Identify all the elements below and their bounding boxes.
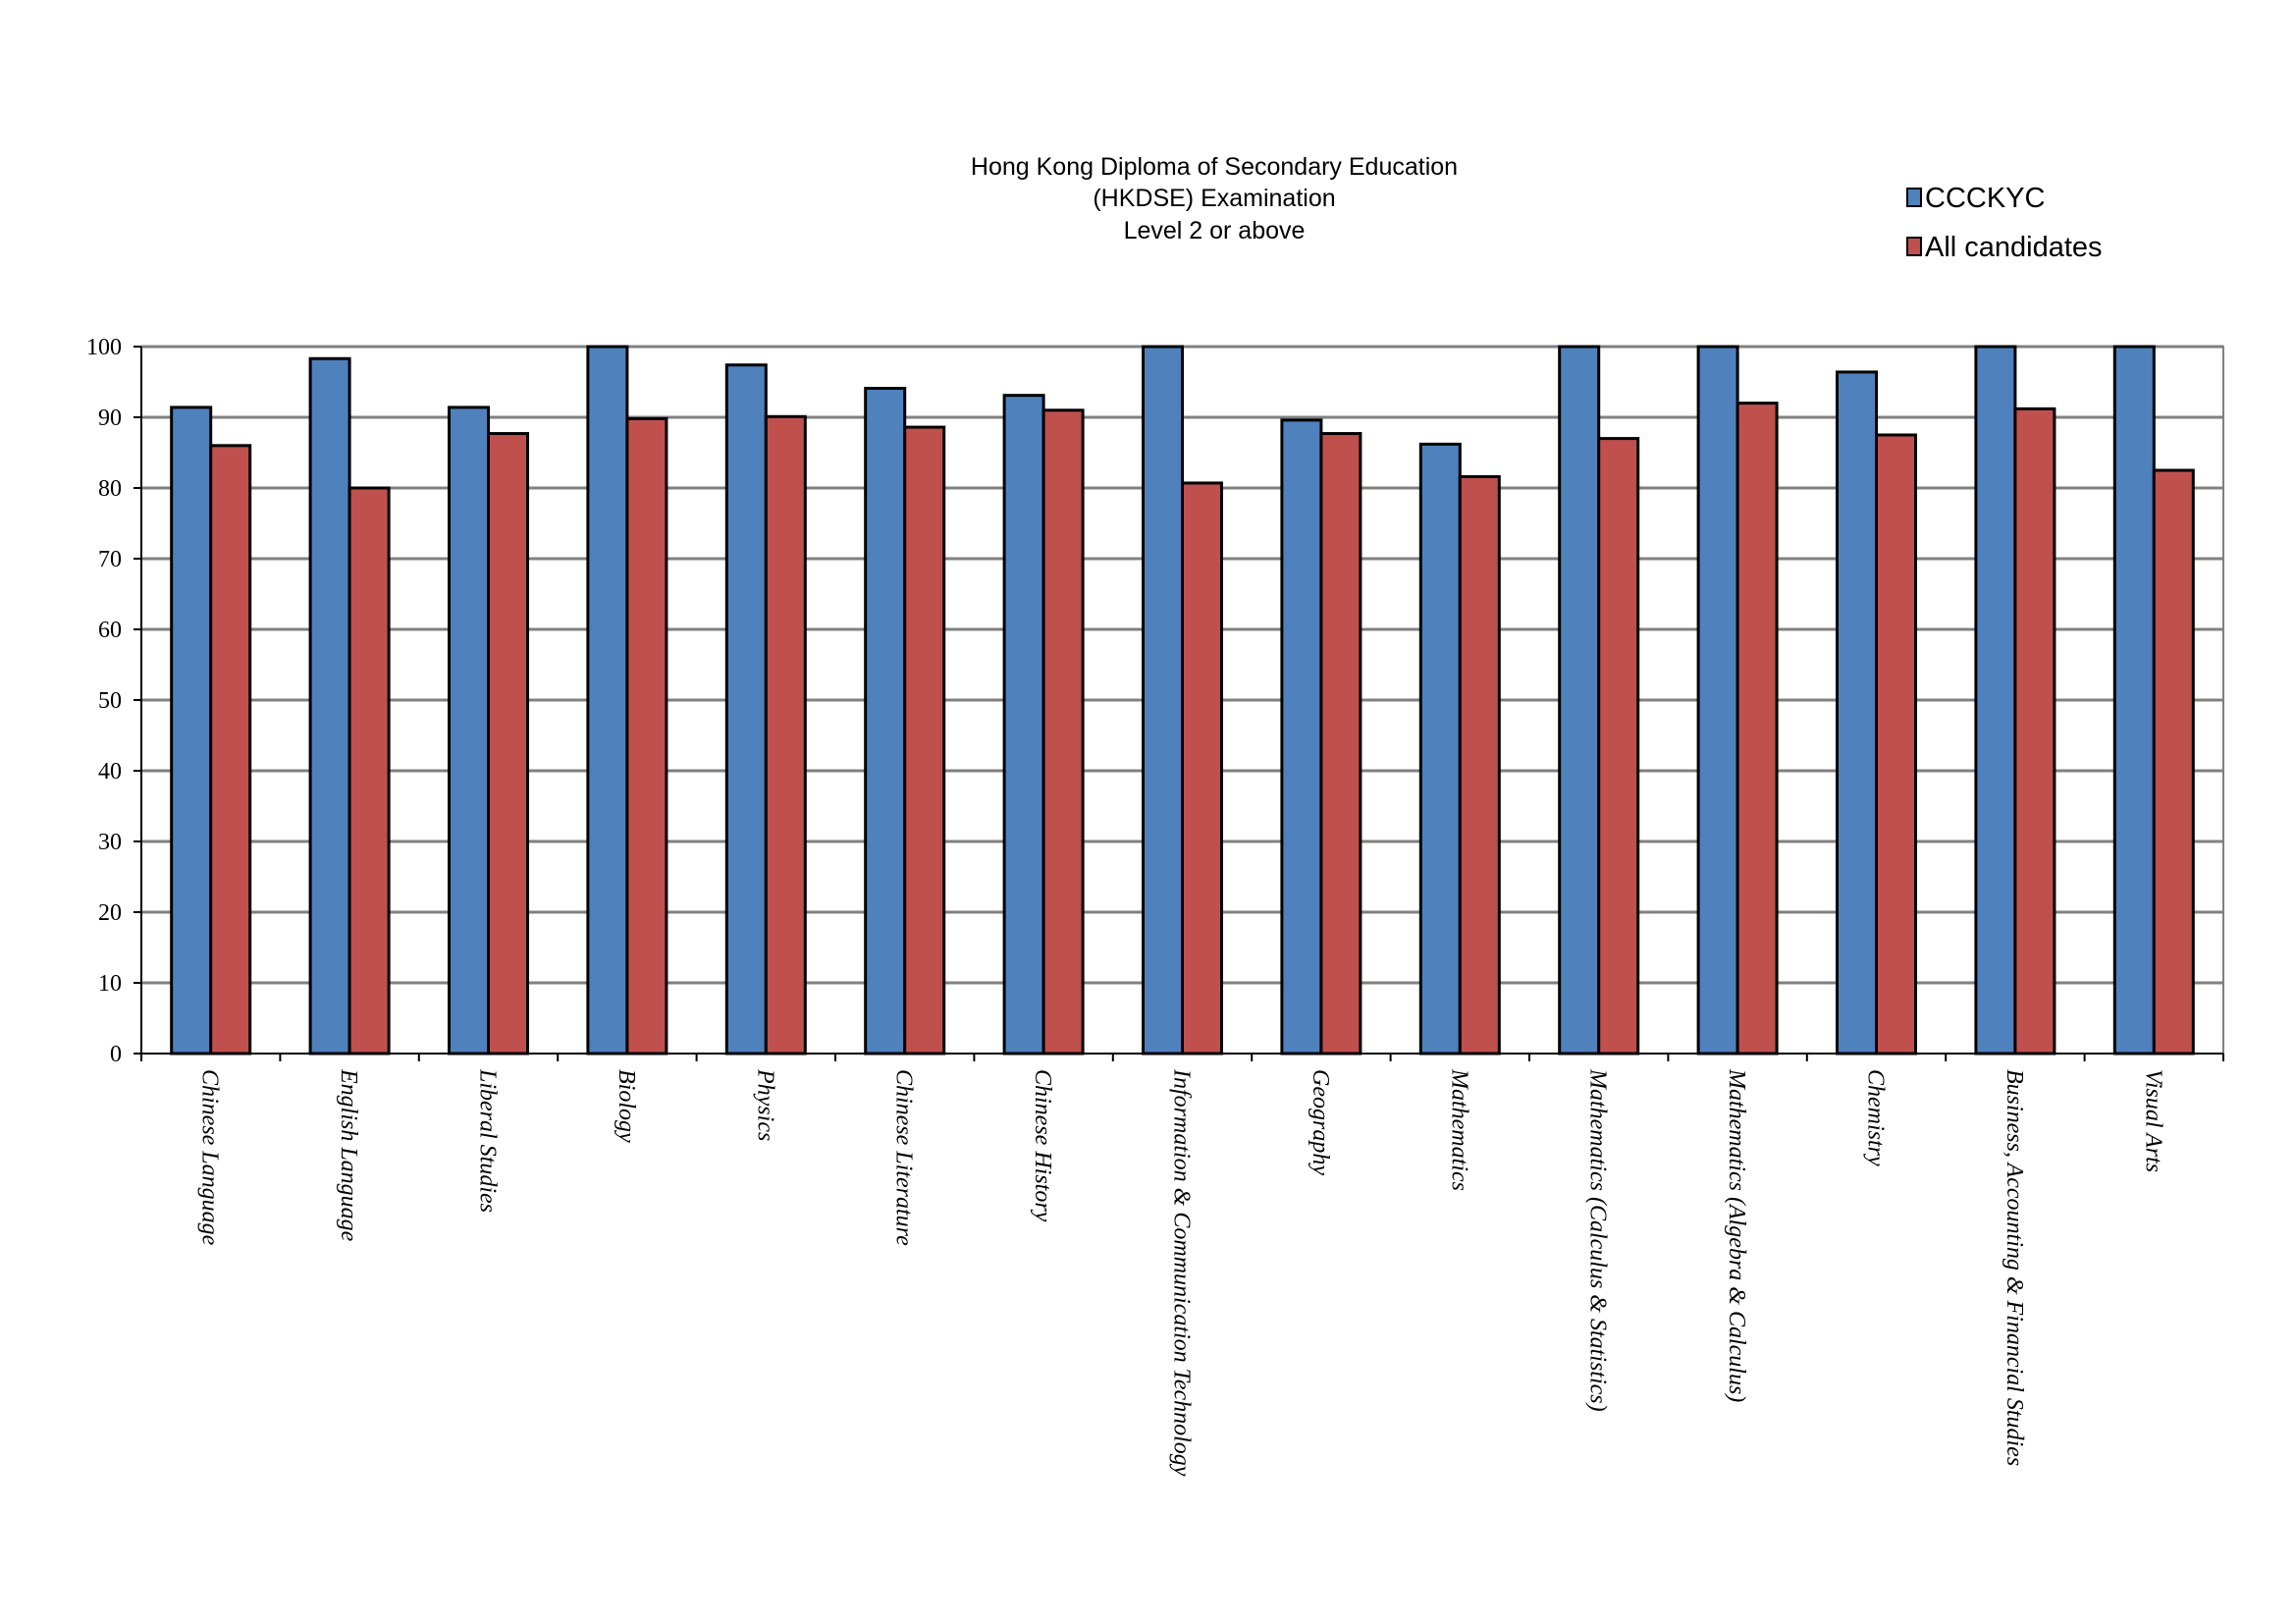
bar-all-candidates <box>1458 474 1501 1056</box>
bar-all-candidates <box>1319 432 1362 1056</box>
bar-all-candidates <box>2152 468 2195 1056</box>
x-tick-label: Mathematics (Algebra & Calculus) <box>1724 1068 1749 1402</box>
bar-ccckyc <box>724 363 768 1056</box>
bar-all-candidates <box>347 486 391 1056</box>
bar-ccckyc <box>1558 345 1601 1056</box>
x-tick-label: Chemistry <box>1863 1069 1889 1166</box>
y-tick-label: 60 <box>98 618 122 643</box>
bar-all-candidates <box>1597 437 1640 1056</box>
y-tick-label: 70 <box>98 547 122 572</box>
bar-ccckyc <box>1280 418 1323 1056</box>
bar-ccckyc <box>170 406 213 1056</box>
chart-title: Hong Kong Diploma of Secondary Education… <box>971 153 1458 244</box>
bar-all-candidates <box>625 416 668 1056</box>
y-tick-label: 100 <box>86 335 122 360</box>
x-tick-label: Physics <box>752 1068 777 1141</box>
x-tick-label: Information & Communication Technology <box>1169 1068 1195 1477</box>
chart-title-line-2: (HKDSE) Examination <box>1093 185 1335 212</box>
bar-all-candidates <box>764 414 807 1056</box>
bar-ccckyc <box>1142 345 1184 1056</box>
bar-ccckyc <box>864 386 907 1056</box>
chart-title-line-3: Level 2 or above <box>1124 217 1306 244</box>
x-tick-label: Liberal Studies <box>475 1068 501 1213</box>
bar-all-candidates <box>1181 481 1223 1056</box>
x-tick-label: Mathematics (Calculus & Statistics) <box>1585 1068 1611 1412</box>
bar-ccckyc <box>1836 370 1878 1056</box>
y-tick-label: 30 <box>98 830 122 855</box>
y-tick-label: 40 <box>98 759 122 785</box>
y-tick-label: 90 <box>98 406 122 431</box>
chart-bars <box>170 345 2195 1056</box>
legend-swatch-ccckyc <box>1906 188 1922 207</box>
y-tick-label: 80 <box>98 476 122 502</box>
x-tick-label: Visual Arts <box>2140 1069 2165 1172</box>
bar-all-candidates <box>1735 402 1779 1056</box>
bar-all-candidates <box>903 425 946 1056</box>
x-tick-label: English Language <box>336 1068 361 1242</box>
legend-label-ccckyc: CCCKYC <box>1925 183 2045 214</box>
y-tick-label: 50 <box>98 688 122 714</box>
bar-all-candidates <box>1041 408 1085 1056</box>
y-tick-label: 20 <box>98 900 122 926</box>
bar-ccckyc <box>1002 394 1045 1056</box>
bar-all-candidates <box>1875 433 1917 1056</box>
bar-ccckyc <box>308 356 351 1056</box>
legend-label-all-candidates: All candidates <box>1925 232 2103 263</box>
x-tick-label: Chinese History <box>1030 1069 1055 1222</box>
bar-ccckyc <box>1974 345 2017 1056</box>
x-tick-label: Business, Accounting & Financial Studies <box>2002 1069 2027 1466</box>
x-tick-label: Chinese Language <box>197 1069 223 1246</box>
bar-ccckyc <box>448 406 490 1056</box>
legend-swatch-all-candidates <box>1906 237 1922 256</box>
x-tick-label: Mathematics <box>1446 1068 1471 1191</box>
x-tick-label: Chinese Literature <box>891 1069 917 1246</box>
x-axis: Chinese Language English Language Liberal … <box>140 1053 2224 1477</box>
bar-ccckyc <box>2112 345 2156 1056</box>
bar-all-candidates <box>2013 406 2056 1056</box>
x-tick-label: Geography <box>1308 1069 1333 1175</box>
bar-ccckyc <box>586 345 629 1056</box>
y-tick-label: 10 <box>98 971 122 997</box>
chart-title-line-1: Hong Kong Diploma of Secondary Education <box>971 153 1458 181</box>
y-tick-label: 0 <box>110 1042 122 1067</box>
bar-ccckyc <box>1696 345 1739 1056</box>
y-axis: 0 10 20 30 40 50 60 70 80 90 100 <box>86 335 142 1067</box>
bar-ccckyc <box>1418 442 1462 1056</box>
bar-all-candidates <box>487 432 529 1056</box>
x-tick-label: Biology <box>614 1069 639 1143</box>
bar-all-candidates <box>209 444 252 1056</box>
chart-legend: CCCKYC All candidates <box>1906 183 2103 263</box>
